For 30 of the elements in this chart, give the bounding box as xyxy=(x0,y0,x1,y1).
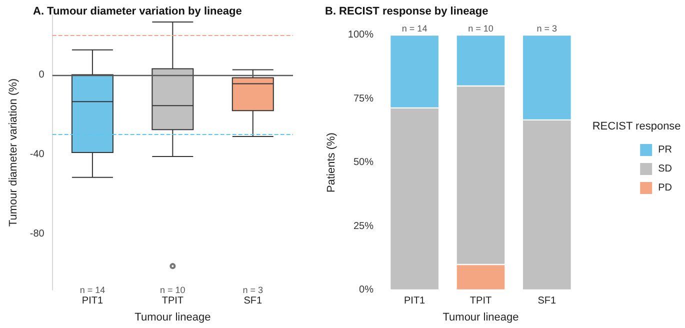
y-tick-label: -40 xyxy=(30,148,45,160)
chart-title: A. Tumour diameter variation by lineage xyxy=(33,6,242,18)
y-tick-label: -80 xyxy=(30,228,45,240)
annotation: n = 10 xyxy=(468,24,494,34)
annotation: n = 3 xyxy=(242,285,264,295)
x-tick-label: SF1 xyxy=(538,296,557,306)
legend-label: PR xyxy=(658,144,672,156)
x-tick-label: TPIT xyxy=(162,296,184,306)
y-tick-label: 0% xyxy=(359,284,374,296)
annotation: n = 10 xyxy=(160,285,186,295)
annotation: n = 14 xyxy=(80,285,106,295)
legend-label: PD xyxy=(658,182,672,194)
y-tick-label: 75% xyxy=(353,93,374,104)
x-tick-label: TPIT xyxy=(470,296,492,306)
y-tick-label: 50% xyxy=(353,157,374,168)
y-tick-label: 0 xyxy=(38,69,45,80)
legend-label: SD xyxy=(658,164,672,174)
chart-title: B. RECIST response by lineage xyxy=(325,6,488,18)
x-tick-label: PIT1 xyxy=(82,296,104,306)
x-axis-title: Tumour lineage xyxy=(134,312,211,324)
annotation: n = 3 xyxy=(536,24,558,34)
legend-title: RECIST response xyxy=(592,120,681,132)
x-axis-title: Tumour lineage xyxy=(442,312,519,324)
y-tick-label: 25% xyxy=(353,220,374,232)
y-axis-title: Patients (%) xyxy=(326,132,338,192)
y-axis-title: Tumour diameter variation (%) xyxy=(8,78,20,227)
y-tick-label: 100% xyxy=(348,30,374,40)
x-tick-label: PIT1 xyxy=(404,296,426,306)
x-tick-label: SF1 xyxy=(244,296,262,306)
annotation: n = 14 xyxy=(402,24,428,34)
